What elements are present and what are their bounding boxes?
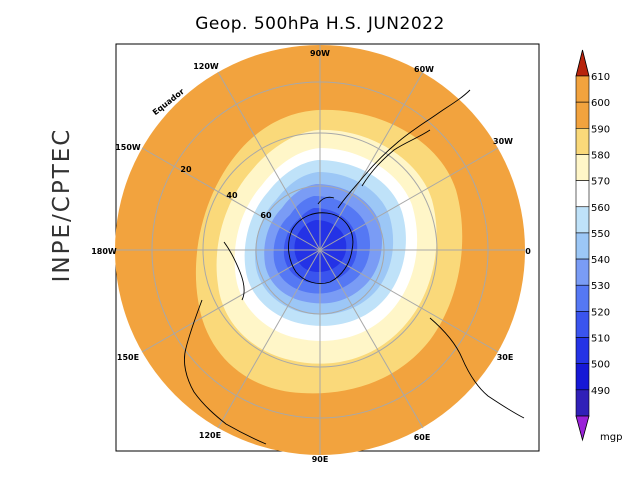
colorbar-cell: [575, 101, 590, 129]
colorbar-cell: [575, 389, 590, 417]
colorbar-cell: [575, 206, 590, 234]
africa-coast: [429, 317, 525, 419]
colorbar-cell: [575, 180, 590, 208]
meridian-60e: [319, 249, 424, 429]
meridian-150w: [141, 147, 321, 251]
colorbar-level-label: 520: [591, 307, 610, 318]
colorbar-unit: mgp: [600, 432, 622, 443]
meridian-120w: [217, 71, 321, 251]
meridian-150e: [141, 249, 321, 353]
colorbar-cell: [575, 232, 590, 260]
colorbar-bottom-arrow: [575, 415, 590, 442]
colorbar-level-label: 510: [591, 334, 610, 345]
lon-label-180: 180W: [91, 247, 117, 256]
lon-label-60w: 60W: [414, 65, 434, 74]
lon-label-150w: 150W: [115, 143, 141, 152]
lon-label-120w: 120W: [193, 62, 219, 71]
colorbar-level-label: 580: [591, 150, 610, 161]
colorbar-cell: [575, 75, 590, 103]
meridian-120e: [217, 249, 321, 429]
south-america-east-coast: [361, 129, 431, 187]
colorbar-cell: [575, 154, 590, 181]
colorbar-level-label: 500: [591, 360, 610, 371]
colorbar-level-label: 550: [591, 229, 610, 240]
antarctica-coast: [288, 212, 354, 284]
lon-label-90e: 90E: [312, 455, 329, 464]
polar-map: 90W 60W 30W 0 30E 60E 90E 120E 150E 180W…: [91, 45, 531, 464]
lon-label-0: 0: [525, 247, 531, 256]
south-america-coast: [337, 89, 471, 209]
new-zealand-coast: [223, 241, 245, 301]
lon-label-30w: 30W: [493, 137, 513, 146]
meridian-30w: [319, 147, 499, 251]
colorbar-cell: [575, 258, 590, 286]
colorbar-cells: [575, 75, 590, 417]
colorbar-level-label: 570: [591, 177, 610, 188]
lon-label-90w: 90W: [310, 49, 330, 58]
lon-label-120e: 120E: [199, 431, 221, 440]
meridian-30e: [319, 249, 499, 353]
graticule: [115, 45, 525, 455]
colorbar-level-label: 530: [591, 281, 610, 292]
lon-label-30e: 30E: [497, 353, 514, 362]
colorbar-cell: [575, 128, 590, 155]
antarctic-peninsula-coast: [317, 196, 335, 205]
colorbar-cell: [575, 363, 590, 391]
meridian-60w: [319, 71, 424, 251]
colorbar-level-label: 540: [591, 255, 610, 266]
lat-label-20: 20: [180, 165, 192, 174]
colorbar-level-label: 560: [591, 203, 610, 214]
colorbar-top-arrow: [575, 49, 590, 77]
map-title: Geop. 500hPa H.S. JUN2022: [195, 14, 445, 34]
colorbar-cell: [575, 284, 590, 312]
colorbar-cell: [575, 311, 590, 338]
colorbar-level-label: 590: [591, 124, 610, 135]
lat-label-40: 40: [226, 191, 238, 200]
lon-label-150e: 150E: [117, 353, 139, 362]
colorbar-level-label: 600: [591, 98, 610, 109]
colorbar: 610600590580570560550540530520510500490 …: [575, 49, 622, 443]
colorbar-labels: 610 600 590 580 570 560 550 540 530 520 510 500 490: [591, 72, 610, 397]
lat-label-60: 60: [260, 211, 272, 220]
lon-label-60e: 60E: [414, 433, 431, 442]
australia-coast: [183, 299, 267, 445]
coastlines: [183, 89, 525, 445]
colorbar-level-label: 610: [591, 72, 610, 83]
colorbar-cell: [575, 337, 590, 364]
colorbar-level-label: 490: [591, 386, 610, 397]
